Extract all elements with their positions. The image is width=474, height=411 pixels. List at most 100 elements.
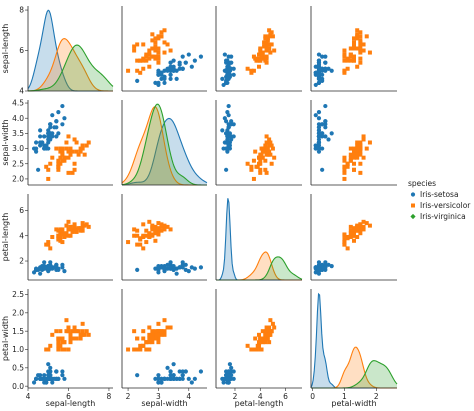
point-iris-setosa xyxy=(316,128,322,133)
panel-sepal-width-vs-petal-width xyxy=(310,0,397,186)
point-iris-versicolor xyxy=(264,140,269,145)
point-iris-versicolor xyxy=(367,50,372,55)
point-iris-versicolor xyxy=(135,233,140,238)
point-iris-versicolor xyxy=(267,28,272,33)
point-iris-versicolor xyxy=(132,347,137,352)
point-iris-setosa xyxy=(46,266,51,271)
point-iris-versicolor xyxy=(342,232,347,237)
point-iris-versicolor xyxy=(50,332,55,337)
point-iris-versicolor xyxy=(46,347,51,352)
point-iris-setosa xyxy=(168,369,173,374)
point-iris-versicolor xyxy=(361,42,366,47)
point-iris-setosa xyxy=(165,365,170,370)
point-iris-versicolor xyxy=(358,152,363,157)
point-iris-versicolor xyxy=(358,40,363,45)
point-iris-versicolor xyxy=(70,227,75,232)
point-iris-versicolor xyxy=(352,42,356,47)
point-iris-setosa xyxy=(34,267,39,272)
point-iris-setosa xyxy=(46,373,51,378)
point-iris-versicolor xyxy=(253,149,258,154)
point-iris-versicolor xyxy=(58,336,63,341)
panel-sepal-length-vs-sepal-width xyxy=(121,0,207,92)
point-iris-versicolor xyxy=(44,242,49,247)
point-iris-setosa xyxy=(320,54,325,59)
point-iris-setosa xyxy=(177,369,182,374)
point-iris-versicolor xyxy=(358,170,363,175)
point-iris-versicolor xyxy=(367,223,372,228)
point-iris-setosa xyxy=(313,143,318,148)
point-iris-versicolor xyxy=(263,143,268,148)
point-iris-versicolor xyxy=(46,242,51,247)
point-iris-versicolor xyxy=(153,224,158,229)
point-iris-versicolor xyxy=(358,50,363,55)
kde-area-iris-versicolor xyxy=(28,38,113,91)
point-iris-versicolor xyxy=(263,42,268,47)
point-iris-versicolor xyxy=(82,152,87,157)
point-iris-setosa xyxy=(313,64,318,69)
point-iris-versicolor xyxy=(352,58,356,63)
point-iris-setosa xyxy=(231,122,236,127)
point-iris-versicolor xyxy=(132,48,137,53)
x-tick-label: 6 xyxy=(283,392,288,401)
point-iris-setosa xyxy=(48,125,53,130)
point-iris-setosa xyxy=(174,271,179,276)
point-iris-versicolor xyxy=(165,42,170,47)
point-iris-versicolor xyxy=(411,203,415,208)
x-tick-label: 0 xyxy=(310,392,315,401)
point-iris-versicolor xyxy=(254,347,259,352)
point-iris-setosa xyxy=(329,131,334,136)
point-iris-versicolor xyxy=(153,44,158,49)
point-iris-versicolor xyxy=(358,56,363,61)
point-iris-versicolor xyxy=(141,343,146,348)
point-iris-versicolor xyxy=(159,34,164,39)
point-iris-versicolor xyxy=(147,336,152,341)
point-iris-versicolor xyxy=(162,329,167,334)
point-iris-setosa xyxy=(174,76,179,81)
point-iris-setosa xyxy=(159,380,164,385)
point-iris-setosa xyxy=(48,369,53,374)
point-iris-versicolor xyxy=(60,146,65,151)
panel-petal-length-vs-sepal-length xyxy=(27,0,113,281)
point-iris-versicolor xyxy=(345,58,350,63)
point-iris-versicolor xyxy=(46,167,51,172)
point-iris-versicolor xyxy=(342,240,347,245)
point-iris-versicolor xyxy=(342,237,347,242)
point-iris-setosa xyxy=(135,267,140,272)
point-iris-setosa xyxy=(42,266,47,271)
point-iris-versicolor xyxy=(150,54,155,59)
point-iris-versicolor xyxy=(367,140,372,145)
point-iris-setosa xyxy=(54,119,59,124)
x-tick-label: 2 xyxy=(374,392,379,401)
point-iris-setosa xyxy=(225,76,230,81)
point-iris-versicolor xyxy=(265,146,270,151)
point-iris-setosa xyxy=(38,128,43,133)
point-iris-setosa xyxy=(153,80,158,85)
point-iris-versicolor xyxy=(62,158,67,163)
y-tick-label: 6 xyxy=(19,206,24,215)
point-iris-setosa xyxy=(38,266,43,271)
y-tick-label: 2.0 xyxy=(12,308,24,317)
y-tick-label: 4.0 xyxy=(12,114,24,123)
point-iris-versicolor xyxy=(58,235,63,239)
point-iris-setosa xyxy=(46,362,51,367)
point-iris-versicolor xyxy=(272,325,277,330)
point-iris-versicolor xyxy=(64,146,69,151)
point-iris-versicolor xyxy=(80,332,85,337)
point-iris-setosa xyxy=(156,373,161,378)
point-iris-versicolor xyxy=(72,325,77,330)
point-iris-versicolor xyxy=(352,46,356,51)
point-iris-versicolor xyxy=(159,332,164,337)
panel-sepal-length-vs-petal-width xyxy=(310,0,397,92)
point-iris-setosa xyxy=(46,137,51,142)
point-iris-setosa xyxy=(316,134,322,139)
point-iris-setosa xyxy=(165,266,170,271)
point-iris-setosa xyxy=(62,116,67,121)
point-iris-versicolor xyxy=(68,149,73,154)
point-iris-versicolor xyxy=(74,229,79,234)
point-iris-versicolor xyxy=(144,347,149,352)
panel-petal-length-vs-sepal-width xyxy=(121,0,207,281)
point-iris-versicolor xyxy=(355,228,360,233)
point-iris-versicolor xyxy=(58,343,63,348)
point-iris-versicolor xyxy=(269,329,274,334)
point-iris-versicolor xyxy=(141,58,146,63)
